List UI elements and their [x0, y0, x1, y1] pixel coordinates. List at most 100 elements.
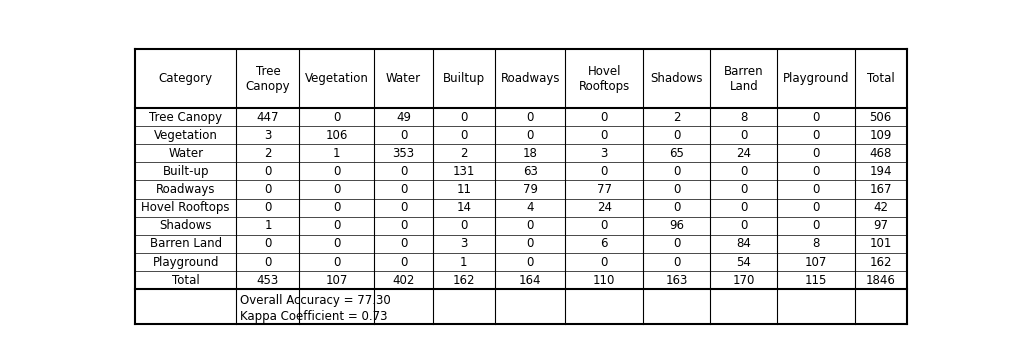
Text: 0: 0 — [333, 219, 340, 232]
Text: 0: 0 — [264, 256, 271, 269]
Text: 0: 0 — [526, 237, 533, 250]
Text: 0: 0 — [264, 237, 271, 250]
Text: 0: 0 — [526, 111, 533, 123]
Text: Water: Water — [168, 147, 203, 160]
Text: 447: 447 — [257, 111, 279, 123]
Text: 11: 11 — [456, 183, 471, 196]
Text: Kappa Coefficient = 0.73: Kappa Coefficient = 0.73 — [241, 310, 388, 323]
Text: 115: 115 — [805, 274, 827, 287]
Text: Total: Total — [172, 274, 199, 287]
Text: 0: 0 — [600, 128, 608, 142]
Text: 402: 402 — [392, 274, 415, 287]
Text: 0: 0 — [400, 183, 407, 196]
Text: 0: 0 — [813, 183, 820, 196]
Text: 506: 506 — [870, 111, 892, 123]
Text: 8: 8 — [740, 111, 748, 123]
Text: 167: 167 — [870, 183, 892, 196]
Text: 106: 106 — [326, 128, 348, 142]
Text: 0: 0 — [526, 256, 533, 269]
Text: Overall Accuracy = 77.30: Overall Accuracy = 77.30 — [241, 294, 391, 308]
Text: 0: 0 — [400, 237, 407, 250]
Text: 0: 0 — [400, 256, 407, 269]
Text: Builtup: Builtup — [443, 72, 485, 85]
Text: 4: 4 — [526, 201, 534, 214]
Text: 0: 0 — [333, 201, 340, 214]
Text: 453: 453 — [257, 274, 279, 287]
Text: 0: 0 — [264, 201, 271, 214]
Text: Hovel Rooftops: Hovel Rooftops — [141, 201, 230, 214]
Text: 109: 109 — [870, 128, 892, 142]
Text: 0: 0 — [740, 201, 748, 214]
Text: 0: 0 — [740, 183, 748, 196]
Text: 96: 96 — [670, 219, 684, 232]
Text: 0: 0 — [600, 165, 608, 178]
Text: 0: 0 — [600, 219, 608, 232]
Text: 0: 0 — [333, 111, 340, 123]
Text: 1846: 1846 — [866, 274, 896, 287]
Text: 107: 107 — [805, 256, 827, 269]
Text: 0: 0 — [673, 237, 681, 250]
Text: 49: 49 — [396, 111, 411, 123]
Text: Barren Land: Barren Land — [149, 237, 221, 250]
Text: Shadows: Shadows — [650, 72, 703, 85]
Text: 97: 97 — [873, 219, 888, 232]
Text: 0: 0 — [400, 128, 407, 142]
Text: Playground: Playground — [783, 72, 849, 85]
Text: Roadways: Roadways — [155, 183, 215, 196]
Text: 0: 0 — [264, 183, 271, 196]
Text: 0: 0 — [526, 128, 533, 142]
Text: Tree Canopy: Tree Canopy — [149, 111, 223, 123]
Text: 0: 0 — [400, 165, 407, 178]
Text: 107: 107 — [326, 274, 348, 287]
Text: 0: 0 — [400, 201, 407, 214]
Text: 1: 1 — [264, 219, 271, 232]
Text: 24: 24 — [737, 147, 751, 160]
Text: 101: 101 — [870, 237, 892, 250]
Text: 0: 0 — [460, 219, 467, 232]
Text: 0: 0 — [333, 183, 340, 196]
Text: Water: Water — [386, 72, 422, 85]
Text: 0: 0 — [813, 111, 820, 123]
Text: 1: 1 — [460, 256, 467, 269]
Text: 24: 24 — [596, 201, 612, 214]
Text: 14: 14 — [456, 201, 471, 214]
Text: Roadways: Roadways — [501, 72, 560, 85]
Text: 3: 3 — [264, 128, 271, 142]
Text: Built-up: Built-up — [163, 165, 209, 178]
Text: 0: 0 — [673, 256, 681, 269]
Text: 0: 0 — [673, 201, 681, 214]
Text: 0: 0 — [460, 111, 467, 123]
Text: 194: 194 — [870, 165, 892, 178]
Text: Tree
Canopy: Tree Canopy — [246, 65, 291, 92]
Text: Vegetation: Vegetation — [153, 128, 217, 142]
Text: 2: 2 — [264, 147, 271, 160]
Text: 8: 8 — [813, 237, 820, 250]
Text: 84: 84 — [737, 237, 751, 250]
Text: 0: 0 — [813, 147, 820, 160]
Text: Barren
Land: Barren Land — [724, 65, 764, 92]
Text: 3: 3 — [600, 147, 608, 160]
Text: 2: 2 — [460, 147, 467, 160]
Text: 79: 79 — [522, 183, 537, 196]
Text: 77: 77 — [596, 183, 612, 196]
Text: Shadows: Shadows — [160, 219, 212, 232]
Text: 0: 0 — [673, 183, 681, 196]
Text: 42: 42 — [873, 201, 888, 214]
Text: 0: 0 — [333, 256, 340, 269]
Text: 131: 131 — [453, 165, 475, 178]
Text: 468: 468 — [870, 147, 892, 160]
Text: 0: 0 — [264, 165, 271, 178]
Text: 0: 0 — [600, 111, 608, 123]
Text: 162: 162 — [870, 256, 892, 269]
Text: Total: Total — [867, 72, 894, 85]
Text: 0: 0 — [813, 219, 820, 232]
Text: 353: 353 — [392, 147, 415, 160]
Text: 3: 3 — [460, 237, 467, 250]
Text: 0: 0 — [813, 128, 820, 142]
Text: 65: 65 — [670, 147, 684, 160]
Text: 0: 0 — [813, 201, 820, 214]
Text: 54: 54 — [737, 256, 751, 269]
Text: 0: 0 — [740, 165, 748, 178]
Text: 0: 0 — [333, 165, 340, 178]
Text: 164: 164 — [519, 274, 542, 287]
